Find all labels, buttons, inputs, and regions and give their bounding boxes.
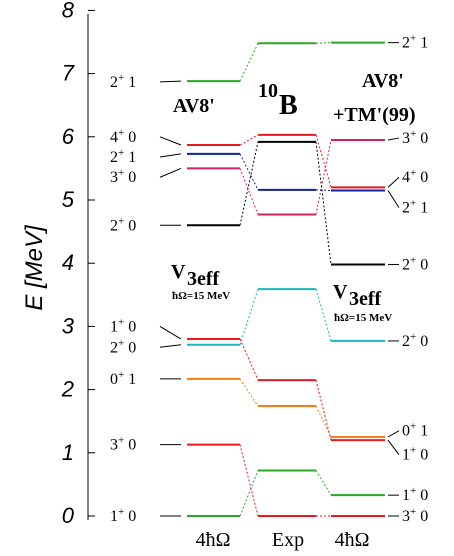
veff-left: V 3eff ħΩ=15 MeV bbox=[171, 261, 230, 302]
veff-right: V 3eff ħΩ=15 MeV bbox=[333, 281, 392, 324]
level-connector bbox=[239, 288, 259, 345]
label-leader bbox=[387, 430, 400, 438]
level-label: 1+ 0 bbox=[110, 506, 136, 525]
label-leader bbox=[387, 137, 400, 141]
label-leader bbox=[159, 167, 182, 178]
svg-text:ħΩ=15 MeV: ħΩ=15 MeV bbox=[334, 312, 392, 324]
svg-text:B: B bbox=[279, 90, 298, 121]
y-tick-label: 8 bbox=[62, 0, 75, 22]
right-model-label-1: AV8' bbox=[362, 70, 404, 92]
level-connector bbox=[239, 168, 259, 215]
label-leader bbox=[387, 190, 400, 208]
svg-text:10: 10 bbox=[258, 80, 278, 102]
level-label: 3+ 0 bbox=[402, 506, 428, 525]
level-label: 2+ 0 bbox=[402, 331, 428, 350]
y-tick-label: 6 bbox=[62, 124, 75, 149]
level-connector bbox=[315, 42, 332, 44]
level-label: 2+ 1 bbox=[110, 147, 136, 166]
y-axis: 0 1 2 3 4 5 6 7 8 bbox=[61, 0, 95, 528]
svg-text:V: V bbox=[333, 281, 348, 303]
y-tick-label: 0 bbox=[62, 503, 75, 528]
level-connector bbox=[315, 189, 332, 192]
level-label: 2+ 0 bbox=[110, 215, 136, 234]
level-label: 3+ 0 bbox=[110, 435, 136, 454]
y-axis-label: E [MeV] bbox=[21, 224, 48, 311]
level-connector bbox=[315, 139, 332, 215]
level-connector bbox=[239, 338, 259, 381]
level-connector bbox=[239, 444, 259, 517]
level-labels: 1+ 03+ 00+ 12+ 01+ 02+ 03+ 02+ 14+ 02+ 1… bbox=[110, 33, 428, 525]
level-label: 1+ 0 bbox=[402, 445, 428, 464]
level-label: 2+ 1 bbox=[402, 33, 428, 52]
level-label: 2+ 0 bbox=[402, 254, 428, 273]
y-tick-label: 3 bbox=[62, 313, 75, 338]
y-tick-label: 1 bbox=[62, 440, 74, 465]
column-label: Exp bbox=[272, 529, 304, 551]
label-leader bbox=[159, 344, 182, 348]
level-label: 3+ 0 bbox=[402, 128, 428, 147]
right-model-label-2: +TM'(99) bbox=[333, 104, 416, 126]
label-leader bbox=[159, 136, 182, 146]
left-model-label: AV8' bbox=[173, 95, 215, 117]
level-label: 2+ 1 bbox=[110, 72, 136, 91]
level-label: 4+ 0 bbox=[402, 167, 428, 186]
level-label: 0+ 1 bbox=[110, 369, 136, 388]
level-connector bbox=[239, 470, 259, 517]
y-tick-label: 7 bbox=[62, 61, 75, 86]
level-connector bbox=[239, 378, 259, 407]
y-tick-label: 5 bbox=[62, 187, 75, 212]
svg-text:ħΩ=15 MeV: ħΩ=15 MeV bbox=[172, 290, 230, 302]
y-tick-label: 2 bbox=[61, 377, 74, 402]
level-connector bbox=[239, 153, 259, 191]
nucleus-title: 10 B bbox=[258, 80, 298, 121]
level-connectors bbox=[239, 42, 332, 517]
level-label: 3+ 0 bbox=[110, 167, 136, 186]
level-connector bbox=[239, 134, 259, 146]
energy-levels bbox=[187, 41, 385, 517]
level-label: 0+ 1 bbox=[402, 421, 428, 440]
level-label: 1+ 0 bbox=[110, 316, 136, 335]
label-leader bbox=[387, 439, 400, 455]
label-leader bbox=[159, 325, 182, 340]
svg-text:3eff: 3eff bbox=[349, 288, 382, 310]
label-leader bbox=[387, 176, 400, 188]
level-label: 2+ 0 bbox=[110, 337, 136, 356]
label-leader bbox=[159, 153, 182, 158]
column-label: 4ħΩ bbox=[335, 529, 370, 551]
level-connector bbox=[315, 470, 332, 496]
level-label: 2+ 1 bbox=[402, 198, 428, 217]
level-connector bbox=[315, 134, 332, 188]
level-label: 1+ 0 bbox=[402, 485, 428, 504]
column-label: 4ħΩ bbox=[196, 529, 231, 551]
level-label: 4+ 0 bbox=[110, 127, 136, 146]
svg-text:3eff: 3eff bbox=[187, 268, 220, 290]
column-labels: 4ħΩ Exp 4ħΩ bbox=[196, 529, 370, 551]
level-connector bbox=[315, 141, 332, 265]
level-connector bbox=[315, 288, 332, 342]
svg-text:V: V bbox=[171, 261, 186, 283]
label-leader bbox=[159, 80, 182, 83]
y-tick-label: 4 bbox=[62, 250, 74, 275]
level-connector bbox=[239, 43, 259, 82]
